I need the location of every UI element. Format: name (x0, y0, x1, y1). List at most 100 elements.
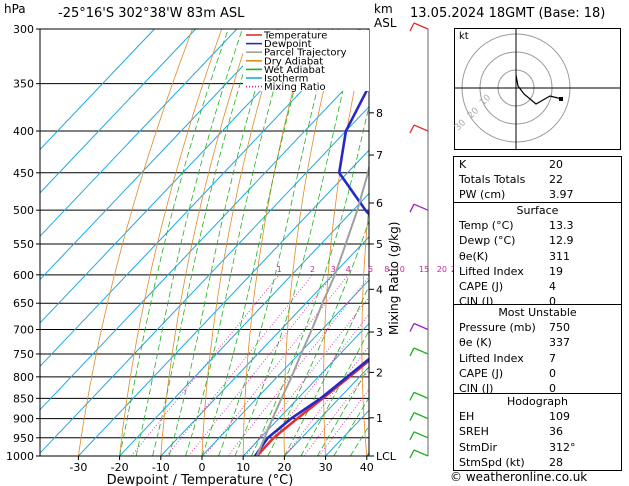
dry-adiabat (399, 29, 426, 456)
dry-adiabat (361, 201, 369, 456)
wind-barb (413, 124, 429, 132)
mixing-ratio-label: 10 (395, 265, 405, 274)
surface-row: Temp (°C) 13.3 (454, 218, 621, 233)
pressure-tick-label: 900 (13, 413, 34, 426)
mixing-ratio-label: 6 (368, 265, 373, 274)
isotherm (40, 106, 369, 454)
surface-value: 12.9 (549, 234, 574, 248)
mixing-ratio-label: 4 (346, 265, 351, 274)
wet-adiabat (119, 29, 229, 456)
unstable-label: Lifted Index (459, 351, 524, 365)
pressure-tick-label: 650 (13, 297, 34, 310)
height-tick-label: LCL (376, 450, 397, 463)
wind-barb-flag (409, 323, 415, 332)
pressure-tick-label: 1000 (6, 450, 34, 463)
surface-value: 0 (549, 295, 556, 309)
wet-adiabat (201, 29, 312, 456)
stat-row-pw: PW (cm) 3.97 (454, 187, 621, 202)
hodograph-title: Hodograph (507, 395, 568, 408)
hodograph-row: StmDir 312° (454, 440, 621, 455)
x-tick-label: 0 (199, 461, 206, 474)
height-tick-label: 1 (376, 412, 383, 425)
legend-entry-label: Dewpoint (264, 39, 312, 50)
surface-row: CAPE (J) 4 (454, 279, 621, 294)
wind-barb-flag (409, 412, 415, 421)
wet-adiabat (168, 29, 274, 456)
wet-adiabat (317, 365, 369, 456)
surface-value: 311 (549, 249, 570, 263)
stat-k-label: K (459, 158, 467, 171)
surface-label: Dewp (°C) (459, 234, 516, 248)
x-tick-label: -30 (69, 461, 87, 474)
wind-barb-flag (409, 449, 415, 459)
surface-value: 13.3 (549, 219, 574, 233)
hodograph-kt-label: kt (459, 31, 469, 42)
unstable-label: θe (K) (459, 336, 492, 350)
wet-adiabat (267, 219, 369, 456)
mixing-ratio-label: 2 (310, 265, 315, 274)
mixing-ratio-line (284, 345, 369, 456)
wind-barb (413, 347, 429, 355)
wind-barb-flag (409, 203, 415, 213)
unstable-value: 7 (549, 351, 556, 365)
indices-box: K 20 Totals Totals 22 PW (cm) 3.97 (453, 156, 622, 204)
hodograph-value: 109 (549, 410, 570, 424)
hodograph-value: 28 (549, 455, 563, 469)
plot-frame (39, 28, 370, 457)
surface-label: Temp (°C) (459, 219, 514, 233)
height-tick-label: 8 (376, 107, 383, 120)
isotherm (40, 29, 197, 194)
pressure-tick-label: 600 (13, 269, 34, 282)
surface-title: Surface (516, 204, 559, 217)
hodograph-row: StmSpd (kt) 28 (454, 455, 621, 470)
hodograph-box: Hodograph EH 109 SREH 36 StmDir 312° StmSpd… (453, 393, 622, 471)
height-tick-label: 5 (376, 238, 383, 251)
legend-entry-label: Mixing Ratio (264, 82, 326, 93)
height-tick-label: 6 (376, 197, 383, 210)
hodograph-storm-marker (559, 97, 563, 101)
pressure-tick-label: 950 (13, 432, 34, 445)
hodograph-frame (454, 28, 621, 150)
mixing-ratio-label: 1 (277, 265, 282, 274)
pressure-tick-label: 450 (13, 167, 34, 180)
unstable-row: θe (K) 337 (454, 335, 621, 350)
wind-barb (413, 412, 429, 420)
wet-adiabat (251, 104, 369, 456)
isotherm (40, 29, 238, 237)
x-tick-label: -20 (111, 461, 129, 474)
isotherm (201, 279, 369, 456)
mixing-ratio-line (204, 274, 349, 456)
wind-barb-flag (409, 124, 415, 134)
legend-entry-label: Dry Adiabat (264, 56, 323, 67)
stat-row-k: K 20 (454, 157, 621, 172)
grid-lines (40, 29, 426, 456)
dry-adiabat (119, 29, 223, 456)
datetime-title: 13.05.2024 18GMT (Base: 18) (410, 6, 606, 21)
mixing-ratio-line (188, 274, 334, 456)
dry-adiabat (242, 29, 310, 456)
legend-entry-label: Temperature (263, 31, 327, 42)
unstable-label: Pressure (mb) (459, 321, 536, 335)
unstable-value: 0 (549, 366, 556, 380)
surface-label: θe(K) (459, 249, 489, 263)
x-tick-label: -10 (152, 461, 170, 474)
surface-row: θe(K) 311 (454, 249, 621, 264)
wind-barb (413, 431, 429, 439)
stat-k-value: 20 (549, 158, 563, 171)
unstable-row: Lifted Index 7 (454, 351, 621, 366)
pressure-tick-label: 850 (13, 392, 34, 405)
pressure-tick-label: 800 (13, 371, 34, 384)
pressure-tick-label: 300 (13, 23, 34, 36)
legend-entry-label: Wet Adiabat (264, 65, 325, 76)
surface-value: 19 (549, 264, 563, 278)
wet-adiabat (135, 29, 243, 456)
dewpoint-line (254, 83, 369, 456)
stat-totals-value: 22 (549, 173, 563, 187)
wet-adiabat (152, 29, 258, 456)
x-tick-label: 20 (277, 461, 291, 474)
unstable-box: Most Unstable Pressure (mb) 750 θe (K) 337… (453, 304, 622, 398)
mixing-ratio-line (227, 276, 369, 456)
surface-box: Surface Temp (°C) 13.3 Dewp (°C) 12.9 θe(K… (453, 202, 622, 311)
wind-barb-flag (409, 347, 415, 357)
